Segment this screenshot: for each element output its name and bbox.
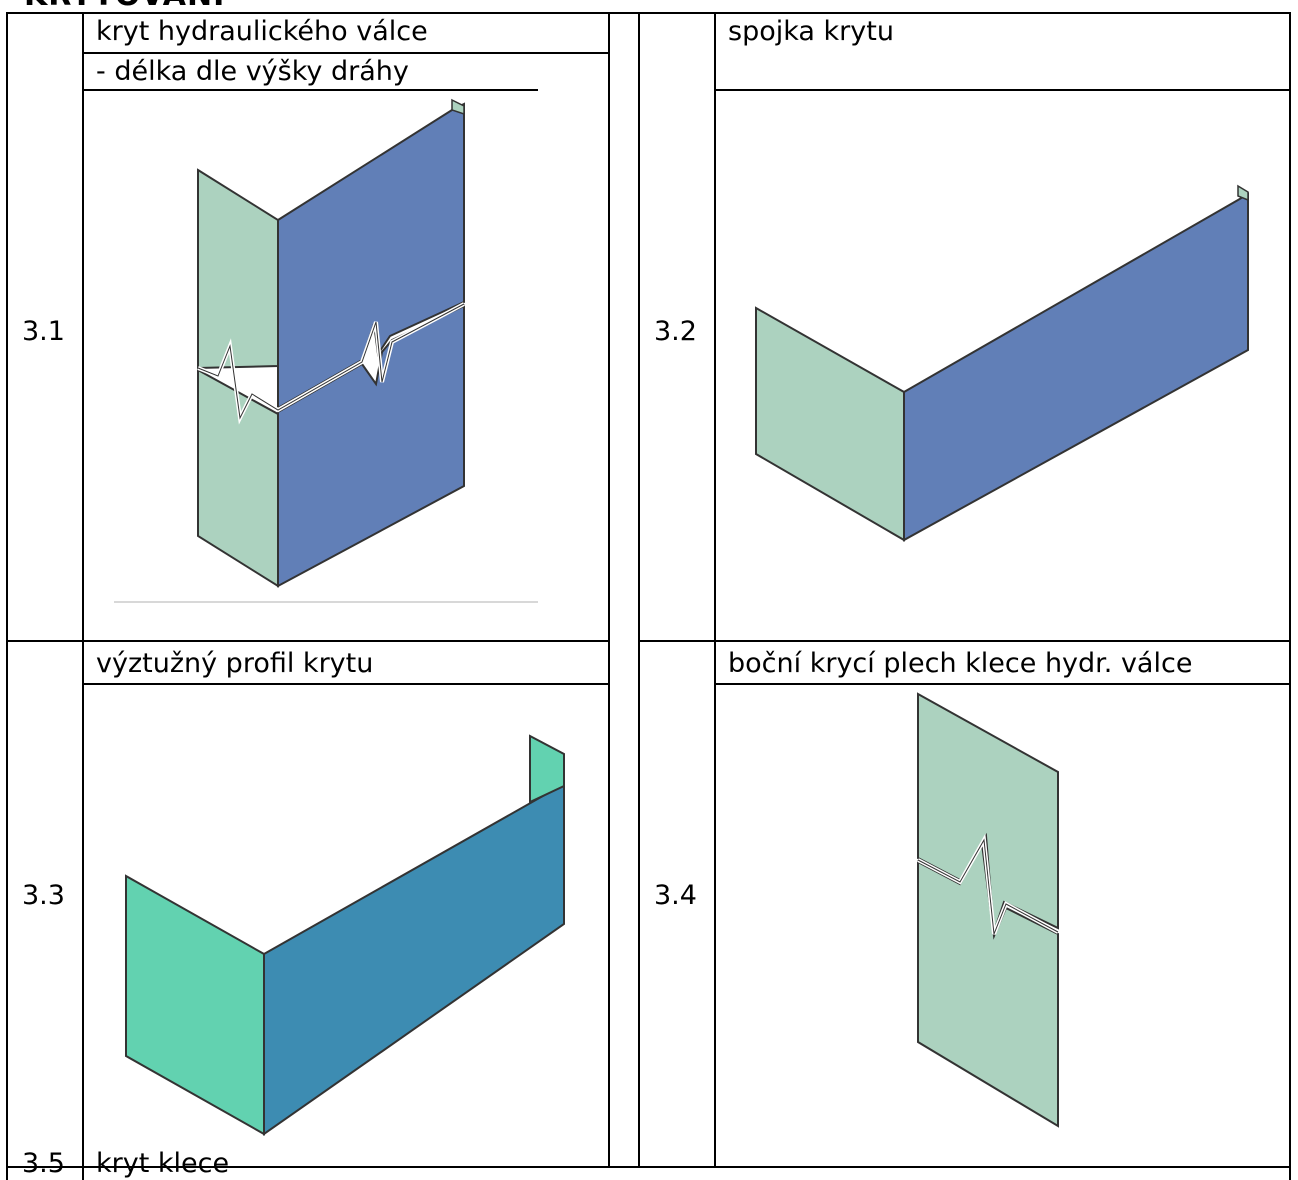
item-label: kryt hydraulického válce	[96, 16, 428, 47]
grid-line	[6, 12, 1291, 14]
grid-line	[716, 89, 1289, 91]
grid-line	[716, 683, 1289, 685]
item-number: 3.5	[22, 1148, 65, 1179]
grid-line	[1289, 12, 1291, 1180]
item-label-part: krycí plech klece hydr. válce	[809, 648, 1193, 679]
item-sublabel: - délka dle výšky dráhy	[96, 56, 409, 87]
break-line-outline	[917, 838, 1059, 935]
grid-line	[6, 640, 608, 642]
long-panel	[263, 782, 565, 1136]
grid-line	[82, 12, 84, 1180]
cage-side-cover-plate-drawing	[917, 692, 1059, 1128]
item-label: kryt klece	[96, 1148, 230, 1179]
grid-line	[714, 12, 716, 1167]
flange-edge	[1237, 184, 1249, 202]
flange-edge	[451, 98, 465, 116]
side-panel-top	[197, 168, 279, 370]
item-number: 3.4	[654, 880, 697, 911]
item-label: výztužný profil krytu	[96, 648, 374, 679]
long-panel	[903, 192, 1249, 542]
item-number: 3.3	[22, 880, 65, 911]
side-panel	[755, 306, 905, 542]
break-line-outline	[197, 303, 465, 420]
grid-line	[638, 12, 640, 1167]
item-number: 3.1	[22, 316, 65, 347]
grid-line	[608, 12, 610, 1167]
item-label: boční krycí plech klece hydr. válce	[728, 650, 1192, 677]
grid-line	[638, 640, 1289, 642]
flange	[529, 734, 565, 804]
grid-line	[6, 1166, 1291, 1168]
grid-line	[84, 89, 538, 91]
page-heading: KRYTOVÁNÍ	[24, 0, 225, 13]
grid-line	[6, 12, 8, 1180]
item-label: spojka krytu	[728, 16, 894, 47]
hydraulic-cylinder-cover-drawing	[114, 98, 538, 603]
item-number: 3.2	[654, 316, 697, 347]
side-panel	[125, 874, 265, 1136]
item-label-part: boční	[728, 648, 802, 679]
grid-line	[84, 52, 608, 54]
grid-line	[84, 683, 608, 685]
cover-coupling-drawing	[755, 184, 1249, 542]
cover-stiffening-profile-drawing	[125, 734, 565, 1136]
